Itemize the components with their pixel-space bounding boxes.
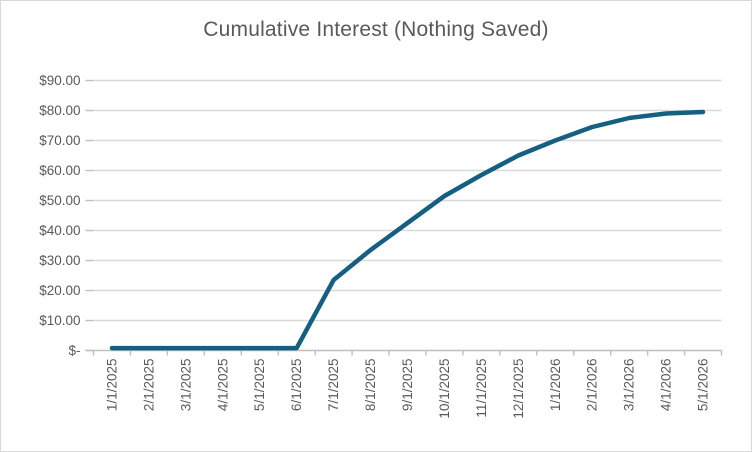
x-axis-label: 3/1/2025 (178, 359, 193, 412)
y-axis-label: $90.00 (39, 73, 80, 88)
x-axis-label: 1/1/2025 (104, 359, 119, 412)
y-axis-label: $60.00 (39, 163, 80, 178)
y-axis-label: $80.00 (39, 103, 80, 118)
x-axis-label: 12/1/2025 (511, 359, 526, 419)
chart-title: Cumulative Interest (Nothing Saved) (203, 18, 549, 41)
cumulative-interest-series-line (109, 109, 706, 351)
y-axis-label: $70.00 (39, 133, 80, 148)
x-axis-label: 8/1/2025 (363, 359, 378, 412)
y-axis-label: $40.00 (39, 223, 80, 238)
x-axis-label: 2/1/2026 (585, 359, 600, 412)
x-axis-label: 3/1/2026 (622, 359, 637, 412)
y-axis-label: $20.00 (39, 283, 80, 298)
x-axis-label: 9/1/2025 (400, 359, 415, 412)
x-axis-label: 5/1/2026 (696, 359, 711, 412)
x-axis-label: 5/1/2025 (252, 359, 267, 412)
y-axis-label: $- (68, 343, 80, 358)
x-axis-label: 2/1/2025 (141, 359, 156, 412)
x-axis-label: 6/1/2025 (289, 359, 304, 412)
x-axis-label: 10/1/2025 (437, 359, 452, 419)
y-axis-label: $10.00 (39, 313, 80, 328)
y-axis-label: $30.00 (39, 253, 80, 268)
x-axis-label: 7/1/2025 (326, 359, 341, 412)
x-axis-label: 1/1/2026 (548, 359, 563, 412)
x-axis-label: 4/1/2025 (215, 359, 230, 412)
y-axis-label: $50.00 (39, 193, 80, 208)
x-axis-label: 11/1/2025 (474, 358, 489, 417)
x-axis-label: 4/1/2026 (659, 359, 674, 412)
